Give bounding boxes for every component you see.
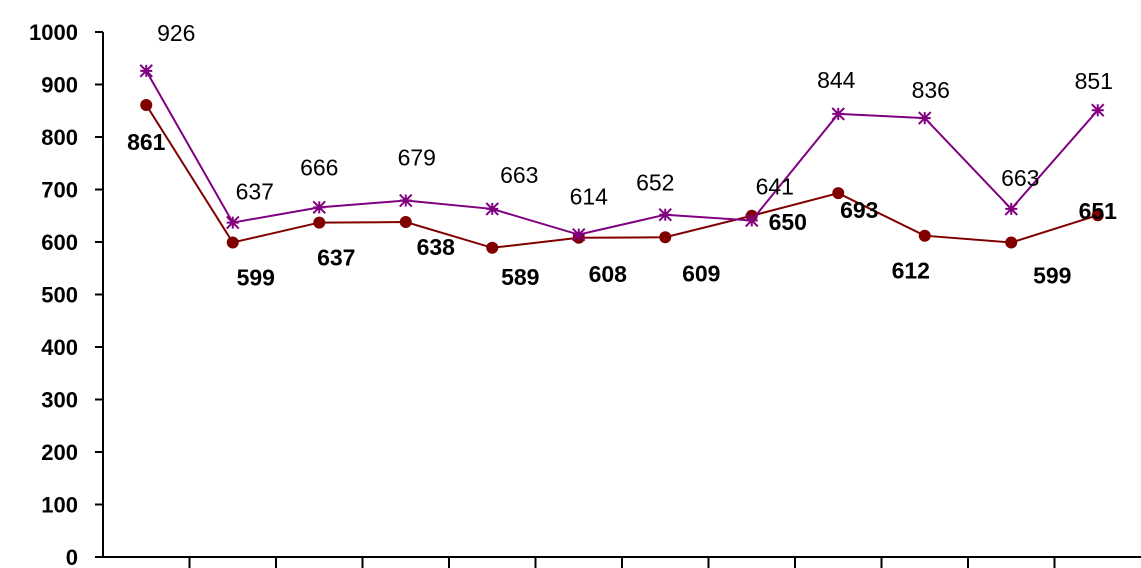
series-1-point (659, 231, 672, 244)
y-tick-label: 800 (41, 125, 78, 150)
series-2-point (312, 200, 326, 215)
series-1-data-label: 638 (417, 234, 456, 260)
y-tick-label: 400 (41, 335, 78, 360)
series-1-point (399, 216, 412, 229)
series-1-data-label: 650 (769, 209, 807, 235)
series-1-point (486, 241, 499, 254)
y-tick-label: 900 (41, 73, 78, 98)
series-2-point (226, 215, 240, 230)
series-2-data-label: 851 (1075, 68, 1113, 94)
y-tick-label: 100 (41, 493, 78, 518)
series-2-line (145, 70, 1099, 236)
series-1-data-label: 599 (237, 265, 275, 291)
y-tick-label: 500 (41, 283, 78, 308)
series-1-point (1091, 209, 1104, 222)
series-2-point (485, 202, 499, 216)
y-tick-label: 600 (41, 230, 78, 255)
y-tick-label: 300 (41, 388, 78, 413)
series-2-data-label: 666 (300, 154, 338, 180)
series-1-line (145, 104, 1099, 249)
series-2-data-label: 836 (912, 77, 950, 103)
series-2-point (1091, 103, 1105, 117)
series-1-point (832, 187, 845, 200)
series-2-data-label: 926 (157, 20, 195, 46)
series-1-point (918, 229, 931, 242)
series-1-data-label: 651 (1079, 198, 1118, 224)
series-1-data-label: 589 (501, 264, 539, 290)
series-2-data-label: 663 (500, 162, 538, 188)
y-tick-label: 0 (66, 545, 78, 568)
series-1 (140, 98, 1104, 254)
series-2-point (399, 193, 413, 208)
axes: 0 100 200 300 400 500 600 700 800 900 1000 (29, 20, 1141, 568)
series-2-data-label: 663 (1001, 165, 1039, 191)
series-2-point (918, 111, 932, 125)
series-1-data-label: 637 (317, 245, 355, 271)
series-2-point (1004, 202, 1018, 216)
series-1-point (140, 98, 153, 111)
data-labels: 861 599 637 638 589 608 609 650 693 612 599 651 926 6… (127, 20, 1117, 291)
series-2-data-label: 679 (398, 145, 436, 171)
series-1-data-label: 608 (589, 261, 628, 287)
series-1-point (1005, 236, 1018, 249)
series-2 (139, 64, 1105, 242)
series-2-point (572, 227, 586, 242)
y-tick-label: 700 (41, 178, 78, 203)
series-2-data-label: 637 (236, 179, 274, 205)
series-1-data-label: 609 (682, 260, 720, 286)
series-2-data-label: 641 (756, 173, 794, 199)
y-tick-label: 1000 (29, 20, 78, 45)
series-1-data-label: 612 (892, 258, 930, 284)
series-1-data-label: 693 (840, 197, 878, 223)
series-1-data-label: 599 (1033, 263, 1071, 289)
series-2-data-label: 652 (636, 170, 674, 196)
y-tick-label: 200 (41, 440, 78, 465)
series-2-data-label: 844 (817, 67, 856, 93)
series-1-point (313, 216, 326, 229)
series-1-point (226, 236, 239, 249)
series-2-data-label: 614 (570, 184, 609, 210)
series-2-point (658, 207, 672, 222)
series-1-data-label: 861 (127, 129, 166, 155)
series-2-point (831, 107, 845, 121)
series-2-point (745, 213, 759, 228)
series-2-point (139, 64, 153, 78)
